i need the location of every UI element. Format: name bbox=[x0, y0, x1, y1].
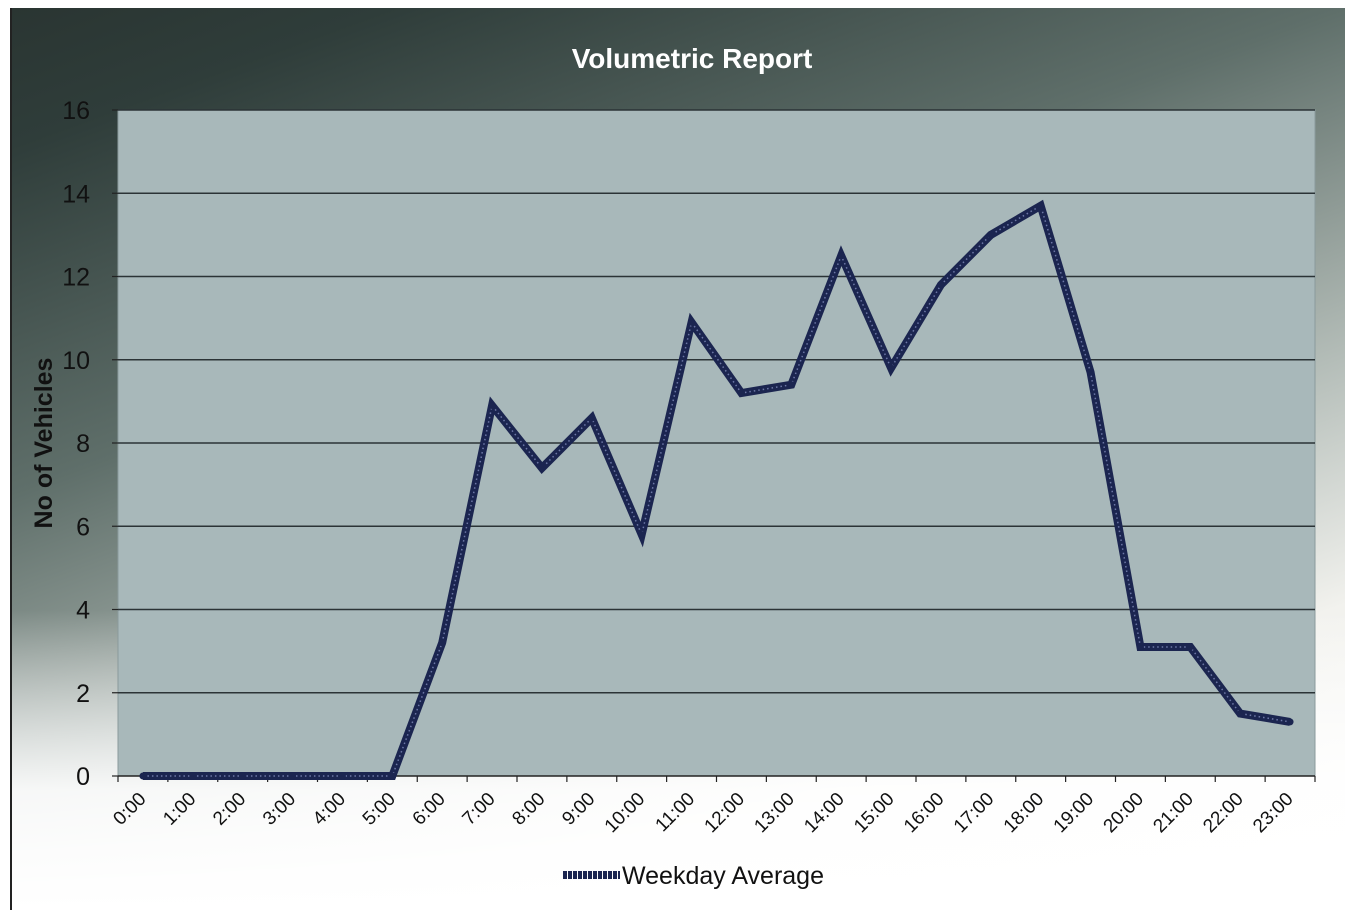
x-tick-label: 7:00 bbox=[459, 789, 500, 830]
y-tick-label: 4 bbox=[76, 597, 90, 625]
legend: Weekday Average bbox=[563, 862, 824, 890]
x-tick-label: 9:00 bbox=[558, 789, 599, 830]
y-tick-label: 6 bbox=[76, 513, 90, 541]
x-tick-label: 8:00 bbox=[508, 789, 549, 830]
x-tick-label: 17:00 bbox=[950, 789, 998, 837]
y-tick-label: 10 bbox=[62, 347, 90, 375]
chart-title: Volumetric Report bbox=[572, 43, 813, 74]
data-point bbox=[189, 772, 197, 780]
x-tick-label: 22:00 bbox=[1199, 789, 1247, 837]
x-tick-label: 19:00 bbox=[1050, 789, 1098, 837]
x-axis-ticks: 0:00 1:00 2:00 3:00 4:00 5:00 6:00 7:00 8:00 9:00… bbox=[109, 776, 1316, 837]
y-tick-label: 14 bbox=[62, 180, 90, 208]
y-tick-label: 16 bbox=[62, 97, 90, 125]
x-tick-label: 12:00 bbox=[701, 789, 749, 837]
data-point bbox=[688, 318, 696, 326]
x-tick-label: 18:00 bbox=[1000, 789, 1048, 837]
x-tick-label: 6:00 bbox=[409, 789, 450, 830]
data-point bbox=[139, 772, 147, 780]
y-axis-ticks: 0 2 4 6 8 10 12 14 16 bbox=[62, 97, 118, 791]
data-point bbox=[1087, 368, 1095, 376]
x-tick-label: 21:00 bbox=[1149, 789, 1197, 837]
y-tick-label: 2 bbox=[76, 680, 90, 708]
x-tick-label: 0:00 bbox=[109, 789, 150, 830]
y-tick-label: 12 bbox=[62, 264, 90, 292]
series-line bbox=[142, 199, 1291, 780]
x-tick-label: 1:00 bbox=[159, 789, 200, 830]
data-point bbox=[488, 402, 496, 410]
x-tick-label: 5:00 bbox=[359, 789, 400, 830]
data-point bbox=[937, 281, 945, 289]
x-tick-label: 11:00 bbox=[652, 789, 699, 836]
x-tick-label: 10:00 bbox=[601, 789, 649, 837]
data-point bbox=[538, 464, 546, 472]
x-tick-label: 23:00 bbox=[1249, 789, 1297, 837]
data-point bbox=[1037, 202, 1045, 210]
data-point bbox=[737, 389, 745, 397]
data-point bbox=[588, 414, 596, 422]
data-point bbox=[388, 772, 396, 780]
x-tick-label: 20:00 bbox=[1100, 789, 1148, 837]
x-tick-label: 16:00 bbox=[900, 789, 948, 837]
y-tick-label: 0 bbox=[76, 763, 90, 791]
data-point bbox=[837, 252, 845, 260]
data-point bbox=[787, 381, 795, 389]
legend-label: Weekday Average bbox=[622, 862, 824, 890]
data-point bbox=[1286, 718, 1294, 726]
y-axis-label: No of Vehicles bbox=[30, 358, 58, 529]
data-point bbox=[239, 772, 247, 780]
data-point bbox=[338, 772, 346, 780]
data-point bbox=[1236, 710, 1244, 718]
x-tick-label: 3:00 bbox=[259, 789, 300, 830]
x-tick-label: 13:00 bbox=[750, 789, 798, 837]
x-tick-label: 14:00 bbox=[800, 789, 848, 837]
x-tick-label: 4:00 bbox=[309, 789, 350, 830]
y-tick-label: 8 bbox=[76, 430, 90, 458]
series-group bbox=[139, 199, 1294, 780]
data-point bbox=[887, 364, 895, 372]
x-tick-label: 15:00 bbox=[850, 789, 898, 837]
data-point bbox=[1136, 643, 1144, 651]
data-point bbox=[438, 639, 446, 647]
data-point bbox=[638, 531, 646, 539]
data-point bbox=[1186, 643, 1194, 651]
data-point bbox=[289, 772, 297, 780]
data-point bbox=[987, 231, 995, 239]
x-tick-label: 2:00 bbox=[209, 789, 250, 830]
